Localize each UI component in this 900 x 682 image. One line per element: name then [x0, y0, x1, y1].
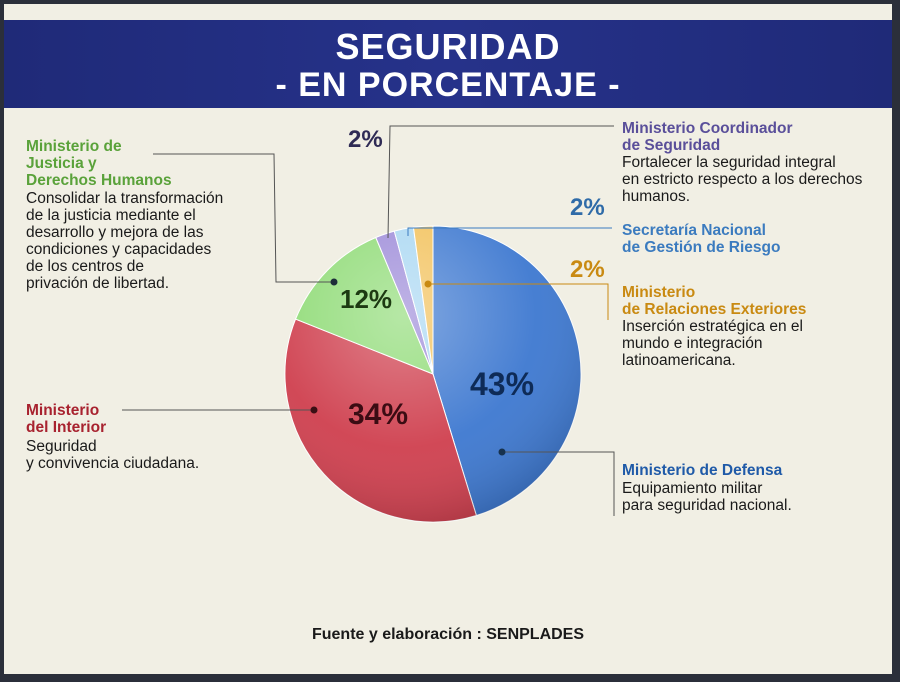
- value-label-coordinador: 2%: [348, 126, 383, 153]
- leader-dot-interior: [310, 406, 318, 414]
- chart-subtitle: - EN PORCENTAJE -: [275, 66, 621, 104]
- desc-defensa: Equipamiento militar para seguridad naci…: [622, 480, 792, 514]
- desc-exteriores-line: latinoamericana.: [622, 352, 736, 369]
- desc-coordinador-line: en estricto respecto a los derechos: [622, 171, 863, 188]
- label-defensa: Ministerio de Defensa: [622, 462, 782, 479]
- source-note: Fuente y elaboración : SENPLADES: [311, 626, 585, 643]
- label-interior: Ministerio del Interior: [26, 402, 106, 436]
- label-defensa-line: Ministerio de Defensa: [622, 462, 783, 479]
- value-label-exteriores: 2%: [570, 256, 605, 283]
- infographic-frame: SEGURIDAD - EN PORCENTAJE - 43% 34% 12% …: [4, 4, 892, 674]
- label-interior-line: del Interior: [26, 419, 107, 436]
- label-justicia-line: Ministerio de: [26, 138, 122, 155]
- desc-coordinador: Fortalecer la seguridad integral en estr…: [622, 154, 862, 205]
- desc-justicia-line: de la justicia mediante el: [26, 207, 196, 224]
- leader-line-riesgo: [407, 227, 612, 236]
- leader-line-coordinador: [387, 125, 614, 239]
- desc-defensa-line: Equipamiento militar: [622, 480, 763, 497]
- value-label-riesgo: 2%: [570, 194, 605, 221]
- chart-title: SEGURIDAD: [335, 26, 561, 67]
- label-exteriores-line: Ministerio: [622, 284, 696, 301]
- leader-line-defensa: [502, 451, 615, 516]
- desc-interior-line: Seguridad: [26, 438, 97, 455]
- leader-dot-exteriores: [424, 280, 432, 288]
- label-interior-line: Ministerio: [26, 402, 100, 419]
- leader-dot-defensa: [498, 448, 506, 456]
- label-exteriores: Ministerio de Relaciones Exteriores: [622, 284, 806, 318]
- desc-exteriores-line: mundo e integración: [622, 335, 763, 352]
- label-riesgo-line: de Gestión de Riesgo: [622, 239, 781, 256]
- desc-interior: Seguridad y convivencia ciudadana.: [26, 438, 199, 472]
- desc-justicia-line: desarrollo y mejora de las: [26, 224, 204, 241]
- leader-dot-justicia: [330, 278, 338, 286]
- desc-exteriores-line: Inserción estratégica en el: [622, 318, 803, 335]
- title-banner: SEGURIDAD - EN PORCENTAJE -: [4, 20, 892, 108]
- desc-justicia-line: Consolidar la transformación: [26, 190, 224, 207]
- desc-justicia-line: condiciones y capacidades: [26, 241, 212, 258]
- leader-line-justicia: [153, 153, 334, 283]
- value-label-interior: 34%: [348, 398, 409, 431]
- desc-defensa-line: para seguridad nacional.: [622, 497, 792, 514]
- label-coordinador-line: Ministerio Coordinador: [622, 120, 793, 137]
- desc-justicia-line: privación de libertad.: [26, 275, 170, 292]
- label-coordinador: Ministerio Coordinador de Seguridad: [622, 120, 793, 154]
- desc-coordinador-line: humanos.: [622, 188, 691, 205]
- label-riesgo-line: Secretaría Nacional: [622, 222, 766, 239]
- label-coordinador-line: de Seguridad: [622, 137, 721, 154]
- value-label-justicia: 12%: [340, 284, 393, 314]
- label-justicia-line: Justicia y: [26, 155, 97, 172]
- value-label-defensa: 43%: [470, 366, 535, 402]
- label-justicia: Ministerio de Justicia y Derechos Humano…: [26, 138, 172, 189]
- label-justicia-line: Derechos Humanos: [26, 172, 172, 189]
- desc-justicia-line: de los centros de: [26, 258, 145, 275]
- desc-justicia: Consolidar la transformación de la justi…: [26, 190, 223, 292]
- desc-exteriores: Inserción estratégica en el mundo e inte…: [622, 318, 803, 369]
- leader-line-exteriores: [428, 283, 609, 320]
- label-exteriores-line: de Relaciones Exteriores: [622, 301, 807, 318]
- label-riesgo: Secretaría Nacional de Gestión de Riesgo: [622, 222, 780, 256]
- desc-coordinador-line: Fortalecer la seguridad integral: [622, 154, 836, 171]
- desc-interior-line: y convivencia ciudadana.: [26, 455, 200, 472]
